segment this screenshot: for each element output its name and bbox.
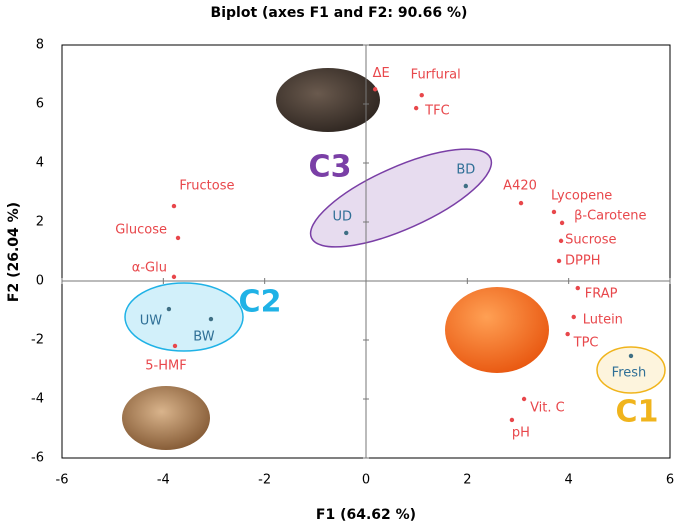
point [521,396,527,402]
cluster-ellipse [124,282,244,352]
fresh-fruit-image [445,287,549,373]
point-label: BW [193,330,214,345]
point [509,417,515,423]
y-tick-label: 2 [36,215,44,230]
x-tick-label: -4 [157,473,170,488]
dried-fruit-dark-image [276,68,380,132]
point [518,200,524,206]
cluster-label: C2 [239,285,282,320]
y-tick-label: -2 [31,333,44,348]
y-tick-label: -6 [31,451,44,466]
point-label: TFC [424,104,450,119]
point [571,314,576,320]
point-label: Lutein [583,312,623,327]
point [175,235,181,241]
point-label: ΔE [373,66,390,81]
point-label: Vit. C [530,401,565,416]
cluster-ellipse [309,148,493,248]
point-label: A420 [503,179,537,194]
point-label: Fructose [179,179,234,194]
x-tick-label: -6 [56,473,69,488]
y-tick-label: 8 [36,38,44,53]
cluster-label: C3 [309,150,352,185]
point [575,285,580,291]
point-label: TPC [573,336,599,351]
point [171,203,177,209]
x-tick-label: 4 [565,473,573,488]
x-tick-label: 2 [463,473,471,488]
point [559,220,565,226]
point-label: pH [512,425,530,440]
point-label: FRAP [585,287,618,302]
point [558,238,564,244]
point-label: Fresh [612,365,647,380]
point [171,274,177,280]
point-label: α-Glu [132,260,167,275]
point-label: 5-HMF [145,358,186,373]
point-label: β-Carotene [574,208,646,223]
y-tick-label: 6 [36,97,44,112]
point [372,87,378,92]
point-label: Sucrose [565,232,616,247]
cluster-ellipse [596,346,666,394]
dried-fruit-light-image [122,386,210,450]
y-tick-label: -4 [31,392,44,407]
point-label: DPPH [565,253,600,268]
point [556,258,562,264]
point-label: Furfural [411,68,461,83]
point-label: UD [332,209,352,224]
x-tick-label: -2 [258,473,271,488]
y-tick-label: 4 [36,156,44,171]
point [419,92,424,98]
point [208,316,214,322]
point-label: Glucose [115,222,167,237]
point-label: BD [456,163,475,178]
point [628,353,634,359]
x-tick-label: 0 [362,473,370,488]
x-tick-label: 6 [666,473,674,488]
point-label: Lycopene [551,188,612,203]
x-axis-label: F1 (64.62 %) [316,507,416,523]
point-label: UW [140,314,163,329]
point [413,105,419,111]
point [463,183,469,189]
point [172,343,178,349]
point [565,331,570,337]
chart-title: Biplot (axes F1 and F2: 90.66 %) [211,5,468,21]
y-tick-label: 0 [36,274,44,289]
y-axis-label: F2 (26.04 %) [6,202,22,302]
point [551,209,557,215]
cluster-label: C1 [616,395,659,430]
point [166,306,172,312]
point [344,230,349,236]
